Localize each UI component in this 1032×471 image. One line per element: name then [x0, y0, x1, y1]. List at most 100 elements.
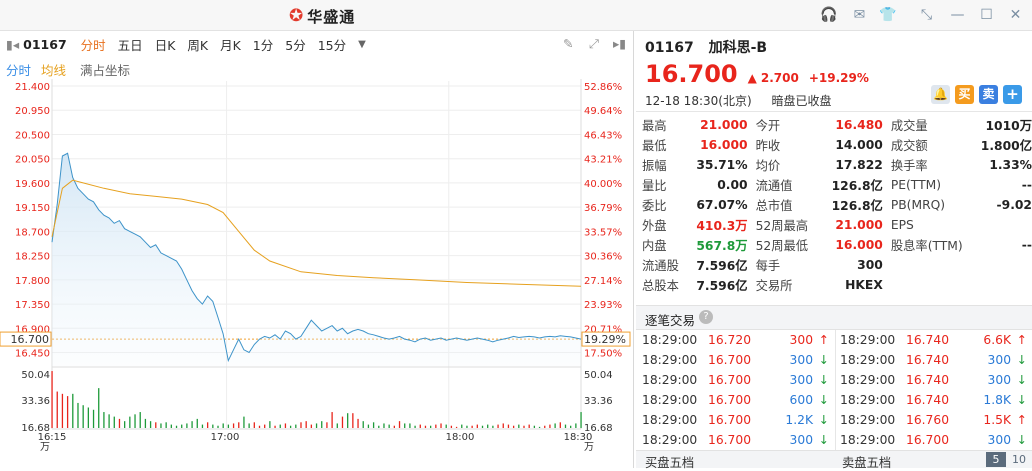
- quote-label: 每手: [755, 259, 781, 273]
- quote-row: 外盘 410.3万 52周最高 21.000 EPS: [642, 215, 1032, 235]
- volume-bar: [559, 422, 561, 428]
- vol-tick: 16.68: [21, 423, 50, 434]
- volume-bar: [170, 424, 172, 428]
- close-icon[interactable]: ✕: [1009, 7, 1022, 23]
- volume-bar: [523, 425, 525, 428]
- quote-value: 21.000: [835, 218, 883, 232]
- intraday-chart[interactable]: 21.400 52.86% 20.950 49.64% 20.500 46.43% 20.0…: [0, 79, 634, 468]
- volume-bar: [419, 424, 421, 428]
- quote-value: --: [1021, 238, 1032, 252]
- quote-value: 126.8亿: [831, 179, 883, 193]
- period-tab-6[interactable]: 5分: [285, 38, 306, 53]
- volume-bar: [160, 423, 162, 428]
- quote-value: 0.00: [717, 178, 748, 192]
- y-price-tick: 20.500: [15, 130, 50, 141]
- volume-bar: [341, 416, 344, 428]
- quote-value: --: [1021, 178, 1032, 192]
- period-tab-5[interactable]: 1分: [252, 38, 274, 53]
- sina-eye-logo-icon: ✪: [289, 5, 304, 26]
- depth-10-button[interactable]: 10: [1012, 453, 1026, 466]
- quote-label: 成交额: [890, 139, 928, 153]
- tick-qty: 300: [987, 373, 1012, 387]
- shirt-icon[interactable]: 👕: [879, 7, 897, 23]
- quote-value: 7.596亿: [696, 259, 748, 273]
- y-pct-tick: 30.36%: [584, 252, 622, 263]
- alert-bell-icon[interactable]: 🔔: [931, 85, 950, 104]
- tick-row: 18:29:00 16.700 300 ↓: [642, 350, 829, 370]
- period-tab-3[interactable]: 周K: [187, 38, 209, 53]
- y-pct-tick: 40.00%: [584, 179, 622, 190]
- tick-price: 16.740: [906, 373, 950, 387]
- tab-average-line[interactable]: 均线: [41, 62, 67, 78]
- y-pct-tick: 52.86%: [584, 82, 622, 93]
- help-icon[interactable]: ?: [699, 310, 713, 324]
- y-price-tick: 19.600: [15, 179, 50, 190]
- headset-icon[interactable]: 🎧: [820, 7, 838, 23]
- tick-price: 16.700: [708, 373, 752, 387]
- quote-label: 最高: [642, 119, 667, 133]
- period-tab-7[interactable]: 15分: [317, 38, 347, 53]
- tab-full-scale[interactable]: 满占坐标: [80, 62, 131, 78]
- y-price-tick: 18.250: [15, 252, 50, 263]
- period-tab-4[interactable]: 月K: [220, 38, 241, 53]
- panel-collapse-icon[interactable]: ▮◂: [6, 37, 20, 52]
- sell-button[interactable]: 卖: [979, 85, 998, 104]
- volume-bar: [580, 412, 582, 428]
- quote-value: [976, 215, 1032, 235]
- add-watchlist-button[interactable]: +: [1003, 85, 1022, 104]
- stock-code: 01167: [645, 40, 694, 56]
- volume-bar: [424, 425, 427, 428]
- vol-tick: 万: [584, 442, 594, 453]
- volume-bar: [570, 425, 572, 428]
- y-pct-tick: 33.57%: [584, 227, 622, 238]
- maximize-icon[interactable]: ☐: [980, 7, 993, 23]
- quote-label: 昨收: [755, 139, 781, 153]
- quote-value: 126.8亿: [831, 199, 883, 213]
- quote-label: 量比: [642, 179, 667, 193]
- tick-time: 18:29:00: [642, 373, 698, 387]
- chevron-down-icon[interactable]: ▼: [358, 39, 366, 50]
- volume-bar: [66, 396, 69, 428]
- y-price-tick: 17.350: [15, 300, 50, 311]
- quote-row: 振幅 35.71% 均价 17.822 换手率 1.33%: [642, 155, 1032, 175]
- volume-bar: [108, 414, 110, 428]
- volume-bar: [295, 424, 297, 428]
- quote-label: 振幅: [642, 159, 667, 173]
- volume-bar: [181, 424, 183, 428]
- depth-5-button[interactable]: 5: [986, 452, 1006, 467]
- volume-bar: [248, 423, 250, 428]
- collapse-icon[interactable]: ⤡: [920, 7, 933, 23]
- volume-bar: [134, 414, 136, 428]
- arrow-down-icon: ↓: [1016, 433, 1028, 447]
- volume-bar: [372, 422, 375, 428]
- quote-value: 16.000: [835, 238, 883, 252]
- quote-label: 流通值: [755, 179, 793, 193]
- volume-bar: [383, 423, 385, 428]
- tick-row: 18:29:00 16.700 300 ↓: [642, 430, 829, 450]
- minimize-icon[interactable]: —: [950, 7, 965, 23]
- tick-price: 16.700: [906, 433, 950, 447]
- tab-intraday[interactable]: 分时: [6, 62, 32, 78]
- y-price-tick: 20.050: [15, 155, 50, 166]
- volume-bar: [238, 422, 240, 428]
- quote-row: 流通股 7.596亿 每手 300: [642, 255, 1032, 275]
- tick-price: 16.740: [906, 333, 950, 347]
- tick-qty: 1.8K: [983, 393, 1012, 407]
- volume-bar: [227, 424, 230, 428]
- period-tab-2[interactable]: 日K: [154, 38, 176, 53]
- volume-bar: [404, 423, 406, 428]
- period-tab-0[interactable]: 分时: [80, 38, 106, 53]
- quote-label: 流通股: [642, 259, 679, 273]
- volume-bar: [264, 424, 266, 428]
- panel-expand-icon[interactable]: ▸▮: [613, 36, 627, 51]
- volume-bar: [388, 424, 390, 428]
- app-logo: ✪ 华盛通: [289, 6, 355, 26]
- tick-time: 18:29:00: [840, 393, 896, 407]
- mail-icon[interactable]: ✉: [853, 7, 866, 23]
- buy-button[interactable]: 买: [955, 85, 974, 104]
- quote-value: HKEX: [845, 278, 883, 292]
- pen-icon[interactable]: ✎: [563, 36, 574, 51]
- fullscreen-icon[interactable]: ⤢: [589, 36, 600, 51]
- period-tab-1[interactable]: 五日: [117, 38, 143, 53]
- tick-time: 18:29:00: [642, 433, 698, 447]
